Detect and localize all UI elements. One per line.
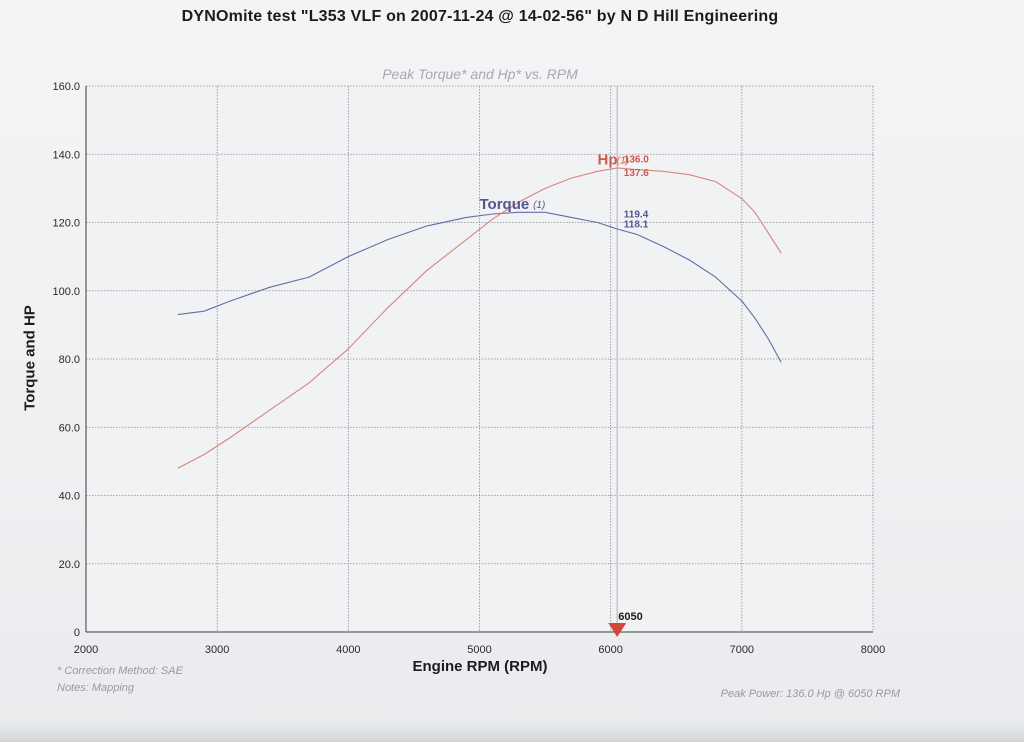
torque-series-label: Torque xyxy=(480,196,530,213)
rpm-cursor-marker xyxy=(608,623,627,637)
x-tick-label: 5000 xyxy=(467,644,491,656)
x-tick-label: 4000 xyxy=(336,644,360,656)
report-title: DYNOmite test "L353 VLF on 2007-11-24 @ … xyxy=(181,8,779,25)
y-tick-label: 100.0 xyxy=(52,286,80,298)
x-tick-label: 3000 xyxy=(205,644,229,656)
torque-curve xyxy=(177,211,782,363)
y-tick-label: 120.0 xyxy=(52,218,80,230)
x-tick-label: 7000 xyxy=(730,644,754,656)
hp-series-suffix: (1) xyxy=(617,155,629,166)
y-tick-label: 20.0 xyxy=(59,559,80,571)
y-tick-label: 60.0 xyxy=(59,422,80,434)
y-tick-label: 0 xyxy=(74,627,80,639)
y-tick-label: 40.0 xyxy=(59,491,80,503)
value-annotation: 119.4 xyxy=(624,209,649,220)
value-annotation: 137.6 xyxy=(624,168,649,179)
x-tick-label: 6000 xyxy=(598,644,622,656)
peak-power-summary: Peak Power: 136.0 Hp @ 6050 RPM xyxy=(720,688,900,700)
hp-curve xyxy=(177,167,782,469)
value-annotation: 118.1 xyxy=(624,219,649,230)
torque-series-suffix: (1) xyxy=(533,200,545,211)
value-annotation: 136.0 xyxy=(624,154,649,165)
notes-text: Notes: Mapping xyxy=(57,682,135,694)
x-tick-label: 8000 xyxy=(861,644,885,656)
y-tick-label: 160.0 xyxy=(52,81,80,93)
hp-series-label: Hp xyxy=(598,151,618,168)
chart-title: Peak Torque* and Hp* vs. RPM xyxy=(382,66,578,82)
rpm-cursor-label: 6050 xyxy=(618,611,642,623)
y-tick-label: 140.0 xyxy=(52,149,80,161)
x-axis-label: Engine RPM (RPM) xyxy=(412,658,548,675)
y-tick-label: 80.0 xyxy=(59,354,80,366)
correction-method-note: * Correction Method: SAE xyxy=(57,665,183,677)
page-edge-shadow xyxy=(0,720,1024,742)
x-tick-label: 2000 xyxy=(74,644,98,656)
